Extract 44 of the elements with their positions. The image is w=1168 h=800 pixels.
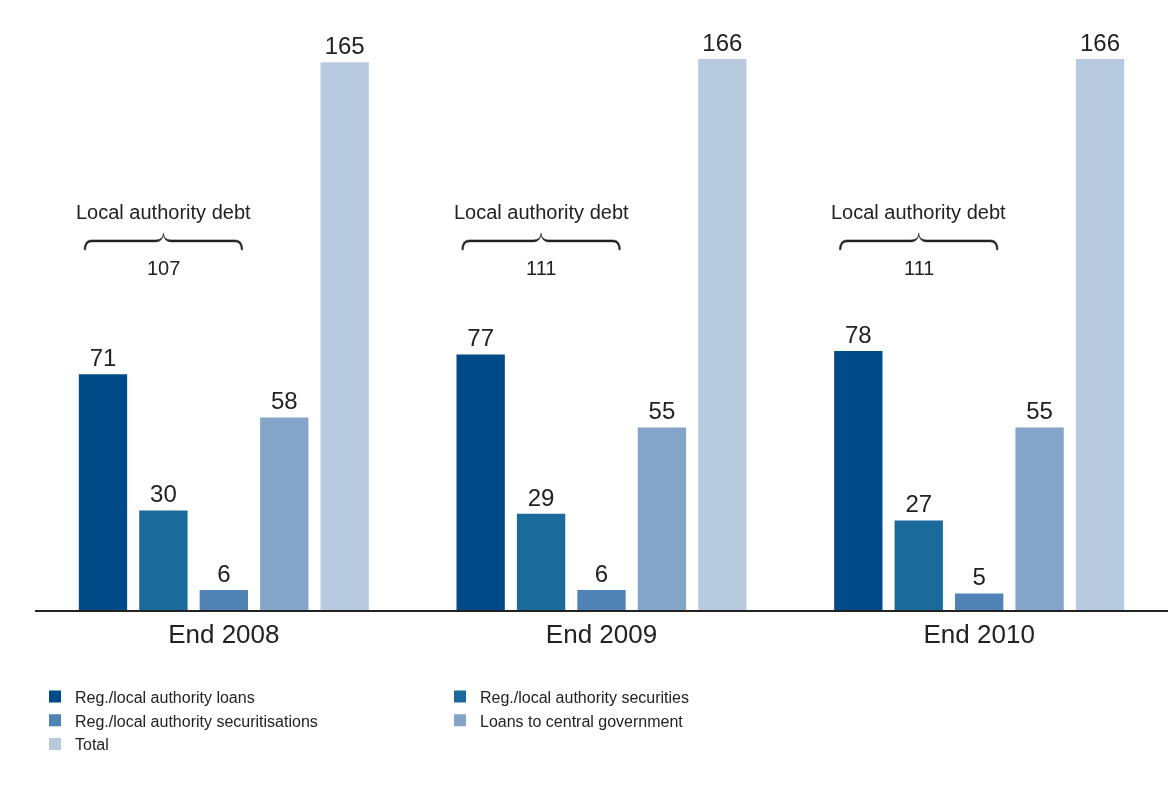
x-tick-label: End 2009 (545, 619, 658, 650)
bar (260, 417, 309, 610)
data-label: 55 (648, 397, 676, 425)
legend-label: Reg./local authority loans (75, 688, 255, 706)
bar (698, 59, 747, 610)
data-label: 166 (1080, 29, 1121, 56)
data-label: 30 (150, 480, 177, 508)
bar (78, 374, 128, 610)
data-label: 6 (594, 560, 609, 588)
annotation: Local authority debt (831, 201, 1006, 223)
annotation: Local authority debt (454, 201, 629, 223)
annotation: 107 (147, 257, 181, 279)
data-label: 29 (527, 483, 555, 511)
legend-label: Reg./local authority securitisations (75, 712, 318, 730)
annotation: 111 (526, 257, 557, 279)
bar (320, 62, 369, 610)
bar (637, 427, 687, 610)
data-label: 77 (467, 324, 494, 352)
bar (834, 351, 883, 610)
bar (1075, 59, 1125, 610)
legend-label: Total (75, 736, 109, 754)
data-label: 58 (270, 387, 298, 415)
bar (577, 590, 626, 610)
annotation: 111 (904, 257, 935, 279)
bar (516, 513, 566, 610)
data-label: 166 (702, 29, 743, 56)
annotation: Local authority debt (76, 201, 251, 223)
bar (894, 520, 943, 610)
legend-label: Loans to central government (480, 712, 684, 730)
bar (199, 590, 248, 610)
bar (456, 354, 505, 610)
data-label: 78 (844, 321, 872, 349)
data-label: 55 (1026, 397, 1053, 425)
data-label: 165 (324, 32, 365, 60)
x-tick-label: End 2008 (168, 619, 280, 650)
bar (1015, 427, 1064, 610)
data-label: 71 (89, 344, 117, 372)
data-label: 27 (905, 490, 933, 518)
data-label: 5 (972, 563, 986, 591)
legend-label: Reg./local authority securities (480, 688, 689, 706)
data-label: 6 (217, 560, 231, 588)
x-tick-label: End 2010 (923, 619, 1035, 650)
bar (139, 510, 188, 610)
bar (955, 593, 1004, 610)
